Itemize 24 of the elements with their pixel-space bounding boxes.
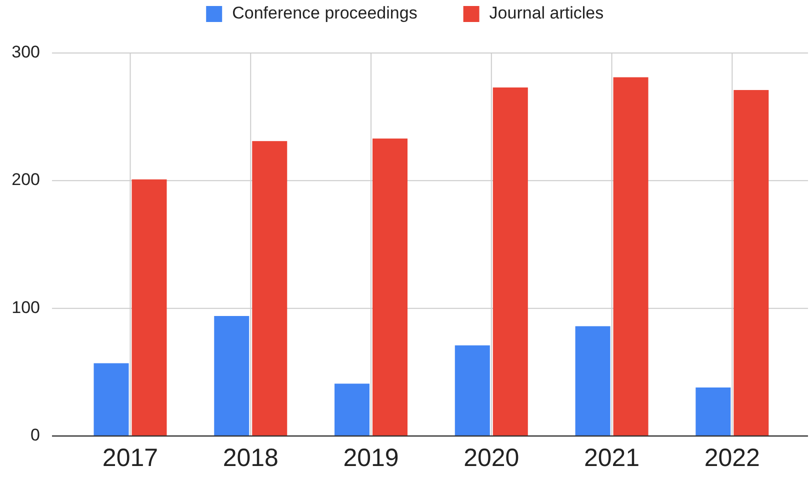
y-tick-label: 100 bbox=[12, 298, 40, 317]
bar bbox=[454, 345, 490, 436]
bar bbox=[492, 87, 528, 436]
y-tick-label: 0 bbox=[30, 425, 40, 444]
bar bbox=[575, 326, 610, 436]
bar bbox=[214, 316, 250, 436]
legend-label: Conference proceedings bbox=[232, 3, 418, 22]
x-tick-label: 2021 bbox=[584, 444, 640, 472]
bar bbox=[613, 77, 648, 436]
bar bbox=[696, 387, 731, 436]
bar bbox=[132, 179, 167, 436]
legend-label: Journal articles bbox=[489, 3, 604, 22]
x-tick-label: 2019 bbox=[343, 444, 399, 472]
bar bbox=[334, 384, 370, 436]
x-tick-label: 2022 bbox=[704, 444, 760, 472]
bar bbox=[372, 138, 408, 436]
x-tick-label: 2017 bbox=[102, 444, 158, 472]
x-tick-label: 2018 bbox=[222, 444, 278, 472]
bar bbox=[252, 141, 288, 436]
x-tick-label: 2020 bbox=[464, 444, 520, 472]
bar bbox=[734, 90, 769, 436]
y-tick-label: 300 bbox=[12, 42, 40, 62]
bar bbox=[94, 363, 129, 436]
y-tick-label: 200 bbox=[12, 170, 40, 190]
